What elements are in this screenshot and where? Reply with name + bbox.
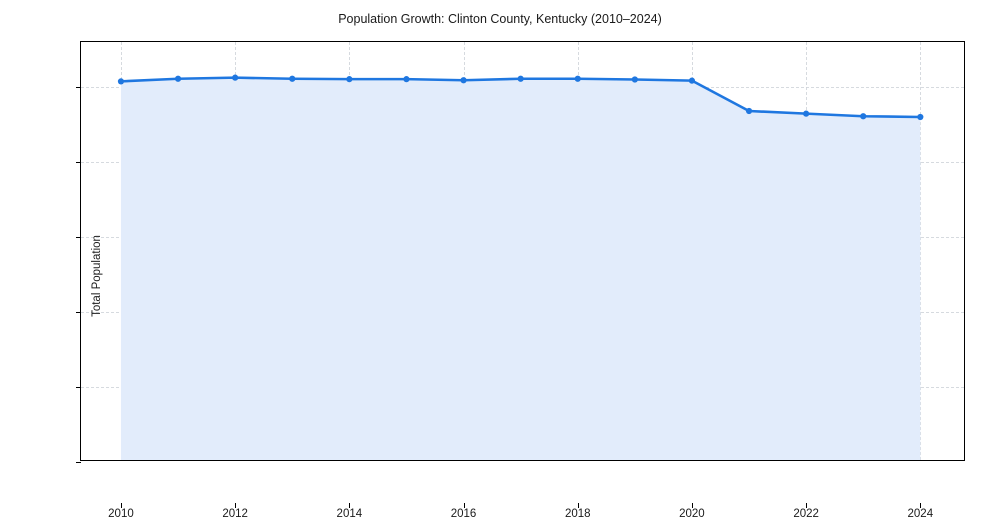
x-tick-label: 2024 bbox=[907, 508, 934, 520]
chart-figure: Population Growth: Clinton County, Kentu… bbox=[76, 12, 965, 520]
x-tick-label: 2014 bbox=[336, 508, 363, 520]
x-tick-label: 2018 bbox=[564, 508, 591, 520]
data-point bbox=[460, 77, 467, 84]
x-tick-mark bbox=[349, 503, 351, 508]
data-point bbox=[117, 78, 125, 85]
data-point bbox=[346, 76, 353, 83]
x-tick-mark bbox=[120, 503, 122, 508]
x-tick-label: 2020 bbox=[679, 508, 705, 520]
data-point bbox=[517, 75, 524, 82]
x-tick-mark bbox=[577, 503, 579, 508]
x-tick-mark bbox=[463, 503, 465, 508]
data-point bbox=[574, 75, 581, 82]
plot-area: 02,0004,0006,0008,00010,000 201020122014… bbox=[76, 41, 965, 520]
series-population bbox=[117, 74, 924, 460]
y-tick-mark bbox=[76, 462, 81, 463]
x-tick-label: 2016 bbox=[450, 508, 477, 520]
data-point-markers bbox=[117, 74, 924, 121]
x-tick-mark bbox=[920, 503, 922, 508]
x-tick-label: 2010 bbox=[108, 508, 134, 520]
y-tick-mark bbox=[76, 162, 81, 163]
data-point bbox=[289, 75, 296, 82]
x-tick-label: 2012 bbox=[222, 508, 248, 520]
data-point bbox=[803, 110, 810, 117]
chart-title: Population Growth: Clinton County, Kentu… bbox=[338, 12, 662, 26]
y-tick-mark bbox=[76, 87, 81, 88]
data-point bbox=[631, 76, 638, 83]
y-tick-mark bbox=[76, 312, 81, 313]
x-tick-mark bbox=[691, 503, 693, 508]
area-fill bbox=[120, 77, 921, 460]
y-tick-mark bbox=[76, 237, 81, 238]
y-tick-mark bbox=[76, 387, 81, 388]
data-point bbox=[403, 76, 410, 83]
gridline-x bbox=[920, 42, 922, 460]
data-point bbox=[917, 113, 924, 121]
x-tick-label: 2022 bbox=[793, 508, 819, 520]
x-tick-mark bbox=[806, 503, 808, 508]
data-point bbox=[860, 113, 867, 120]
x-tick-mark bbox=[235, 503, 237, 508]
data-point bbox=[174, 75, 182, 82]
y-axis-label: Total Population bbox=[91, 235, 103, 317]
plot-inner bbox=[81, 42, 964, 460]
data-point bbox=[688, 77, 696, 84]
data-point bbox=[745, 107, 753, 115]
data-point bbox=[232, 74, 239, 81]
